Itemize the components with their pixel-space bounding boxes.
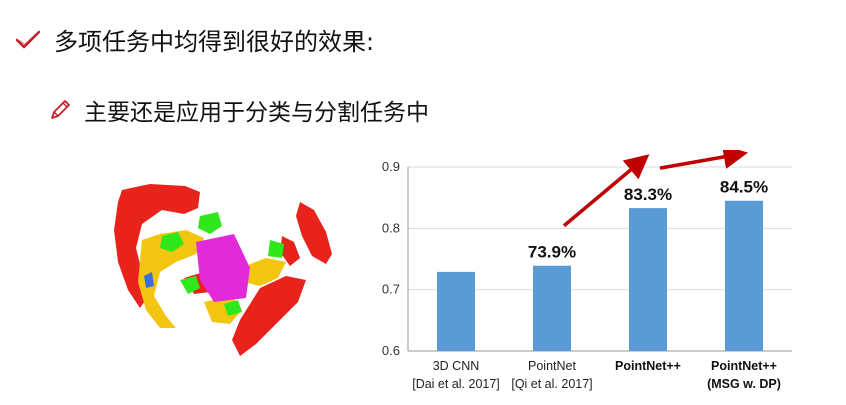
category-label: 3D CNN <box>433 359 480 373</box>
cloud-green-regions <box>160 212 284 316</box>
bullet-text-1: 多项任务中均得到很好的效果: <box>54 28 375 56</box>
data-label: 83.3% <box>624 185 672 204</box>
category-sublabel: [Dai et al. 2017] <box>412 377 500 391</box>
bar <box>437 271 475 351</box>
y-tick-label: 0.8 <box>382 220 400 235</box>
y-axis-ticks: 0.6 0.7 0.8 0.9 <box>382 159 400 358</box>
category-sublabel: (MSG w. DP) <box>707 377 781 391</box>
pencil-icon <box>51 100 70 119</box>
trend-arrow <box>659 150 749 170</box>
bullet-row-2: 主要还是应用于分类与分割任务中 <box>48 93 429 127</box>
chart-data-labels: 73.9% 83.3% 84.5% <box>528 178 768 262</box>
trend-arrows <box>562 150 749 228</box>
bar <box>725 200 763 351</box>
chart-category-labels: 3D CNN [Dai et al. 2017] PointNet [Qi et al… <box>412 359 781 391</box>
bar <box>533 265 571 351</box>
category-label: PointNet <box>528 359 576 373</box>
y-tick-label: 0.6 <box>382 343 400 358</box>
bar-chart: 0.6 0.7 0.8 0.9 73.9% 83.3% 84.5% 3D CNN [Dai … <box>382 150 792 391</box>
y-tick-label: 0.9 <box>382 159 400 174</box>
data-label: 73.9% <box>528 243 576 262</box>
trend-arrow <box>562 154 650 228</box>
bar <box>629 208 667 351</box>
category-label: PointNet++ <box>711 359 777 373</box>
category-label: PointNet++ <box>615 359 681 373</box>
cloud-magenta-region <box>196 234 250 302</box>
data-label: 84.5% <box>720 178 768 197</box>
y-tick-label: 0.7 <box>382 282 400 297</box>
bullet-row-1: 多项任务中均得到很好的效果: <box>14 22 374 57</box>
checkmark-icon <box>15 30 41 48</box>
cloud-blue-region <box>144 272 154 288</box>
chart-bars <box>437 200 763 351</box>
bullet-text-2: 主要还是应用于分类与分割任务中 <box>84 100 429 126</box>
category-sublabel: [Qi et al. 2017] <box>511 377 592 391</box>
point-cloud-image <box>114 184 332 356</box>
